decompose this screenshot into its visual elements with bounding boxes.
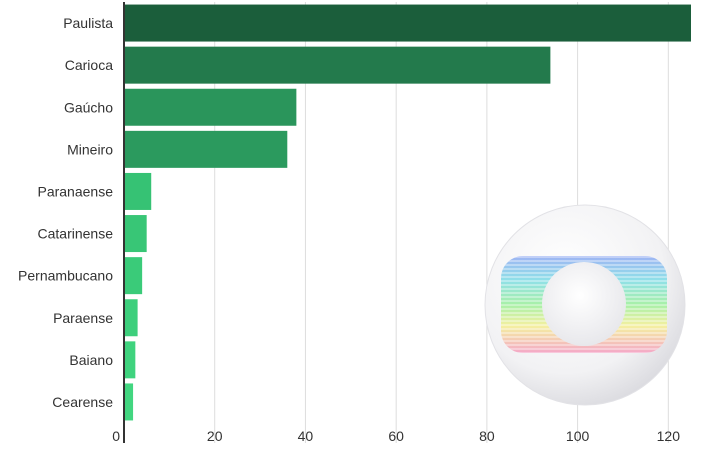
category-label: Cearense: [52, 394, 113, 410]
x-tick-label: 0: [112, 428, 120, 444]
bar: [124, 299, 138, 337]
bar: [124, 257, 143, 295]
bar: [124, 215, 147, 253]
category-label: Baiano: [69, 352, 113, 368]
bar: [124, 341, 136, 379]
bar: [124, 4, 691, 42]
bar: [124, 130, 288, 168]
category-label: Paranaense: [37, 183, 113, 199]
bar: [124, 172, 152, 210]
category-label: Pernambucano: [18, 268, 113, 284]
category-label: Gaúcho: [64, 99, 113, 115]
bar: [124, 88, 297, 126]
category-label: Mineiro: [67, 141, 113, 157]
category-label: Carioca: [65, 57, 113, 73]
x-tick-label: 100: [566, 428, 590, 444]
x-tick-label: 40: [298, 428, 314, 444]
category-label: Catarinense: [38, 226, 114, 242]
x-tick-label: 60: [388, 428, 404, 444]
bar: [124, 46, 551, 84]
category-label: Paraense: [53, 310, 113, 326]
x-tick-label: 80: [479, 428, 495, 444]
bar: [124, 383, 134, 421]
globo-logo: [484, 204, 686, 406]
category-label: Paulista: [63, 15, 113, 31]
x-tick-label: 20: [207, 428, 223, 444]
x-tick-label: 120: [657, 428, 681, 444]
